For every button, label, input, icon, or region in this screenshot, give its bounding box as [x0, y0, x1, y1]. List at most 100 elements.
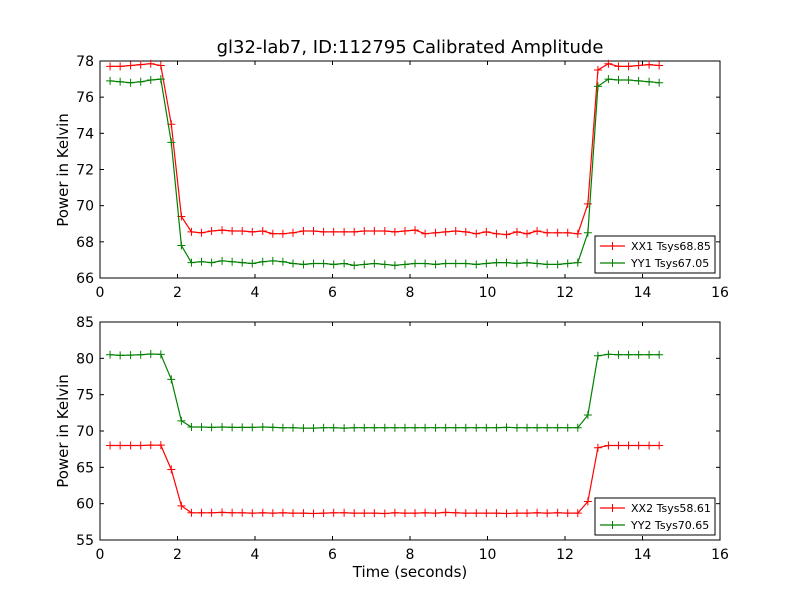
bottom-ytick-label: 60: [76, 497, 94, 513]
top-series-2-point: [553, 260, 562, 269]
top-series-1-point: [543, 228, 552, 237]
bottom-series-2-point: [502, 423, 511, 432]
top-xtick-label: 0: [96, 285, 105, 301]
bottom-series-1-point: [146, 441, 155, 450]
top-series-1-point: [624, 62, 633, 71]
bottom-ytick-label: 85: [76, 315, 94, 331]
top-series-1-point: [218, 226, 227, 235]
bottom-series-1-point: [370, 509, 379, 518]
bottom-series-2-point: [400, 423, 409, 432]
bottom-series-1-point: [634, 441, 643, 450]
bottom-series-2-point: [655, 350, 664, 359]
top-series-1-point: [553, 228, 562, 237]
top-series-1-point: [583, 199, 592, 208]
top-series-1-point: [634, 61, 643, 70]
top-series-1-point: [461, 227, 470, 236]
top-series-2-point: [218, 256, 227, 265]
top-series-2-point: [268, 256, 277, 265]
bottom-series-1-point: [390, 508, 399, 517]
top-series-2-point: [411, 259, 420, 268]
bottom-ylabel: Power in Kelvin: [54, 374, 72, 488]
bottom-series-2-point: [451, 423, 460, 432]
bottom-series-2-point: [360, 423, 369, 432]
bottom-series-2-point: [156, 350, 165, 359]
bottom-series-1-point: [431, 509, 440, 518]
bottom-series-1-point: [502, 509, 511, 518]
top-series-1-point: [299, 226, 308, 235]
top-series-1-point: [431, 228, 440, 237]
top-series-2-point: [634, 76, 643, 85]
top-series-1-point: [207, 226, 216, 235]
bottom-series-2-point: [431, 423, 440, 432]
bottom-series-1-point: [360, 509, 369, 518]
bottom-series-2-point: [218, 423, 227, 432]
bottom-series-2-point: [319, 423, 328, 432]
bottom-series-1-point: [421, 508, 430, 517]
bottom-series-1-point: [278, 508, 287, 517]
bottom-series-1-point: [583, 497, 592, 506]
bottom-series-2-point: [177, 416, 186, 425]
bottom-series-1-point: [645, 441, 654, 450]
bottom-series-2-point: [238, 423, 247, 432]
top-series-1-point: [126, 61, 135, 70]
top-series-1-point: [400, 226, 409, 235]
top-series-1-point: [340, 227, 349, 236]
top-series-2-point: [461, 259, 470, 268]
top-series-2-point: [482, 259, 491, 268]
top-series-1-point: [329, 227, 338, 236]
bottom-series-2-point: [268, 423, 277, 432]
bottom-series-1-point: [238, 508, 247, 517]
top-series-1-point: [502, 230, 511, 239]
top-series-1-point: [370, 226, 379, 235]
bottom-series-1-point: [380, 509, 389, 518]
bottom-series-1-point: [218, 508, 227, 517]
bottom-series-1-point: [533, 508, 542, 517]
bottom-series-1-point: [248, 509, 257, 518]
bottom-series-2-point: [380, 423, 389, 432]
top-series-2-point: [614, 75, 623, 84]
bottom-series-2-point: [197, 423, 206, 432]
bottom-series-1-point: [319, 509, 328, 518]
bottom-series-2-point: [573, 423, 582, 432]
top-series-1-point: [319, 227, 328, 236]
bottom-series-1-point: [309, 509, 318, 518]
top-series-1-point: [614, 62, 623, 71]
bottom-legend: [594, 497, 716, 536]
bottom-series-2-point: [624, 350, 633, 359]
top-series-1-point: [441, 227, 450, 236]
bottom-series-2-point: [421, 423, 430, 432]
top-series-2-point: [340, 259, 349, 268]
top-series-1-point: [116, 62, 125, 71]
top-series-1-point: [146, 59, 155, 68]
top-series-2-point: [177, 241, 186, 250]
bottom-series-1-point: [288, 509, 297, 518]
top-series-1-point: [248, 227, 257, 236]
top-series-2-point: [136, 77, 145, 86]
bottom-series-1-point: [492, 509, 501, 518]
bottom-series-1-point: [116, 441, 125, 450]
top-series-2-point: [116, 77, 125, 86]
top-series-1-point: [268, 229, 277, 238]
top-series-line-2: [110, 78, 660, 266]
bottom-series-2-point: [533, 423, 542, 432]
bottom-series-1-point: [207, 508, 216, 517]
bottom-series-1-point: [167, 465, 176, 474]
top-ytick-label: 66: [76, 271, 94, 287]
bottom-xlabel: Time (seconds): [352, 563, 468, 581]
bottom-series-2-point: [329, 423, 338, 432]
top-series-2-point: [451, 259, 460, 268]
top-series-2-point: [106, 76, 115, 85]
bottom-ytick-label: 80: [76, 351, 94, 367]
bottom-series-1-point: [563, 509, 572, 518]
top-series-2-point: [492, 258, 501, 267]
bottom-series-2-point: [411, 423, 420, 432]
top-series-1-point: [380, 226, 389, 235]
top-xtick-label: 16: [711, 285, 729, 301]
bottom-series-2-point: [523, 423, 532, 432]
top-series-1-point: [604, 59, 613, 68]
bottom-series-1-point: [451, 508, 460, 517]
top-series-2-point: [238, 258, 247, 267]
bottom-series-2-point: [472, 423, 481, 432]
top-series-2-point: [583, 228, 592, 237]
